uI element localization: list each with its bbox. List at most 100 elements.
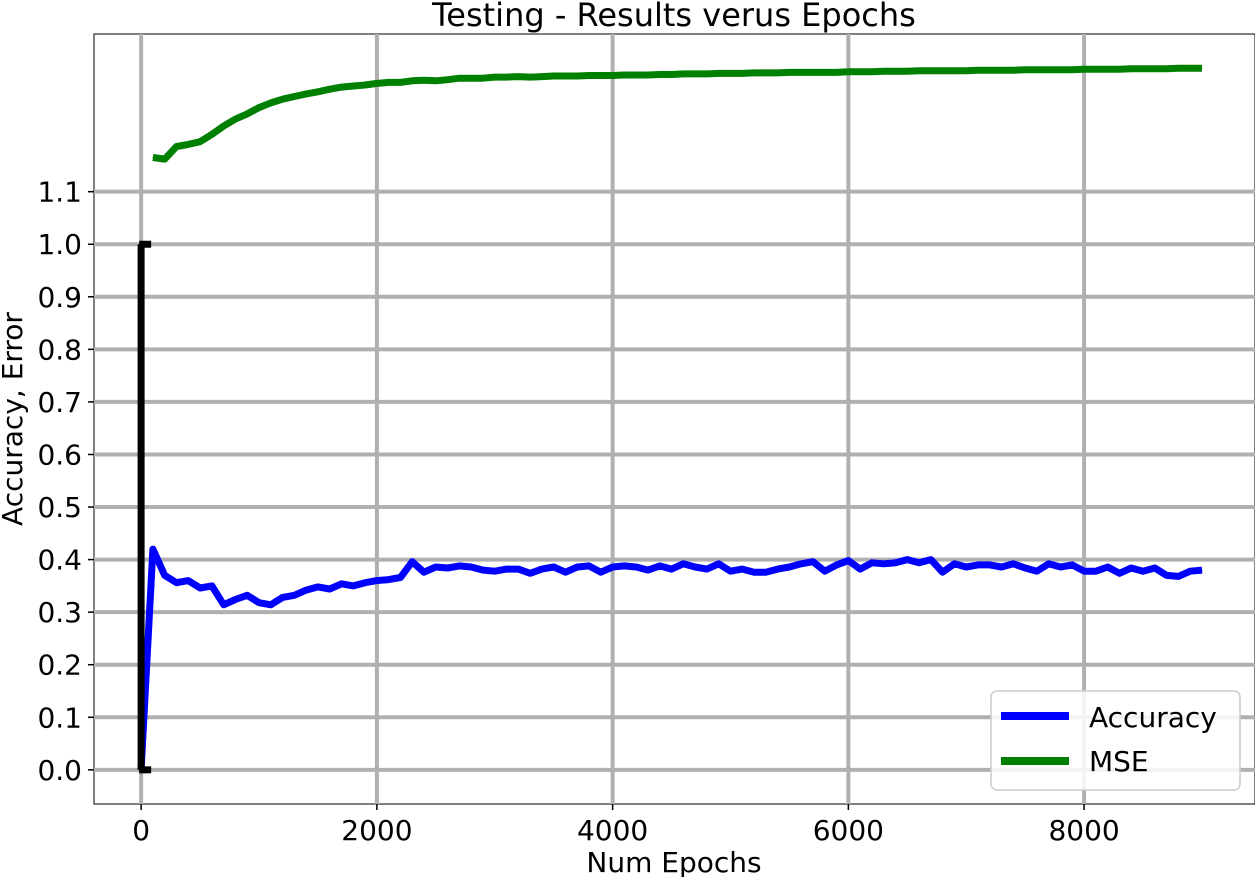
data-point — [1154, 68, 1156, 70]
data-point — [258, 602, 260, 604]
data-point — [329, 588, 331, 590]
data-point — [718, 72, 720, 74]
data-point — [482, 77, 484, 79]
data-point — [211, 585, 213, 587]
data-point — [199, 141, 201, 143]
data-point — [895, 70, 897, 72]
data-point — [788, 566, 790, 568]
data-point — [753, 571, 755, 573]
data-point — [1024, 567, 1026, 569]
data-point — [435, 566, 437, 568]
data-point — [447, 79, 449, 81]
x-tick-label: 8000 — [1048, 814, 1119, 847]
data-point — [305, 589, 307, 591]
data-point — [282, 98, 284, 100]
data-point — [576, 75, 578, 77]
data-point — [942, 571, 944, 573]
data-point — [1130, 68, 1132, 70]
data-point — [812, 561, 814, 563]
data-point — [270, 102, 272, 104]
data-point — [965, 70, 967, 72]
data-point — [1177, 575, 1179, 577]
data-point — [164, 158, 166, 160]
y-tick-label: 0.4 — [37, 544, 82, 577]
data-point — [1130, 567, 1132, 569]
data-point — [623, 74, 625, 76]
data-point — [1189, 570, 1191, 572]
data-point — [777, 568, 779, 570]
data-point — [859, 71, 861, 73]
data-point — [1201, 67, 1203, 69]
data-point — [176, 582, 178, 584]
data-point — [341, 583, 343, 585]
data-point — [706, 568, 708, 570]
data-point — [541, 76, 543, 78]
data-point — [470, 566, 472, 568]
data-point — [729, 570, 731, 572]
data-point — [564, 571, 566, 573]
y-tick-label: 0.1 — [37, 701, 82, 734]
data-point — [293, 96, 295, 98]
data-point — [1012, 69, 1014, 71]
y-tick-label: 0.9 — [37, 281, 82, 314]
data-point — [352, 85, 354, 87]
data-point — [942, 70, 944, 72]
data-point — [635, 566, 637, 568]
data-point — [847, 71, 849, 73]
data-point — [847, 560, 849, 562]
data-point — [729, 72, 731, 74]
data-point — [541, 568, 543, 570]
data-point — [399, 81, 401, 83]
data-point — [352, 585, 354, 587]
x-tick-label: 2000 — [341, 814, 412, 847]
data-point — [529, 572, 531, 574]
data-point — [364, 84, 366, 86]
data-point — [529, 76, 531, 78]
data-point — [234, 118, 236, 120]
data-point — [364, 582, 366, 584]
legend: Accuracy MSE — [990, 690, 1241, 791]
data-point — [211, 133, 213, 135]
data-point — [187, 580, 189, 582]
data-point — [1001, 566, 1003, 568]
data-point — [682, 73, 684, 75]
data-point — [470, 77, 472, 79]
data-point — [706, 73, 708, 75]
data-point — [930, 70, 932, 72]
data-point — [1201, 569, 1203, 571]
data-point — [282, 596, 284, 598]
y-tick-label: 0.0 — [37, 754, 82, 787]
data-point — [671, 568, 673, 570]
data-point — [635, 74, 637, 76]
data-point — [741, 568, 743, 570]
data-point — [388, 579, 390, 581]
data-point — [1118, 572, 1120, 574]
data-point — [329, 88, 331, 90]
data-point — [494, 570, 496, 572]
data-point — [871, 71, 873, 73]
data-point — [458, 77, 460, 79]
data-point — [1012, 563, 1014, 565]
data-point — [447, 567, 449, 569]
data-point — [930, 559, 932, 561]
data-point — [965, 566, 967, 568]
data-point — [1071, 69, 1073, 71]
data-point — [1107, 566, 1109, 568]
data-point — [1166, 68, 1168, 70]
data-point — [1060, 69, 1062, 71]
data-point — [953, 70, 955, 72]
data-point — [918, 562, 920, 564]
data-point — [1189, 67, 1191, 69]
y-tick-label: 1.1 — [37, 176, 82, 209]
data-point — [1154, 567, 1156, 569]
data-point — [187, 143, 189, 145]
mse-series-line — [152, 64, 1202, 163]
data-point — [812, 71, 814, 73]
data-point — [423, 79, 425, 81]
data-point — [800, 71, 802, 73]
y-tick-label: 0.2 — [37, 649, 82, 682]
data-point — [1142, 570, 1144, 572]
data-point — [859, 568, 861, 570]
data-point — [388, 81, 390, 83]
